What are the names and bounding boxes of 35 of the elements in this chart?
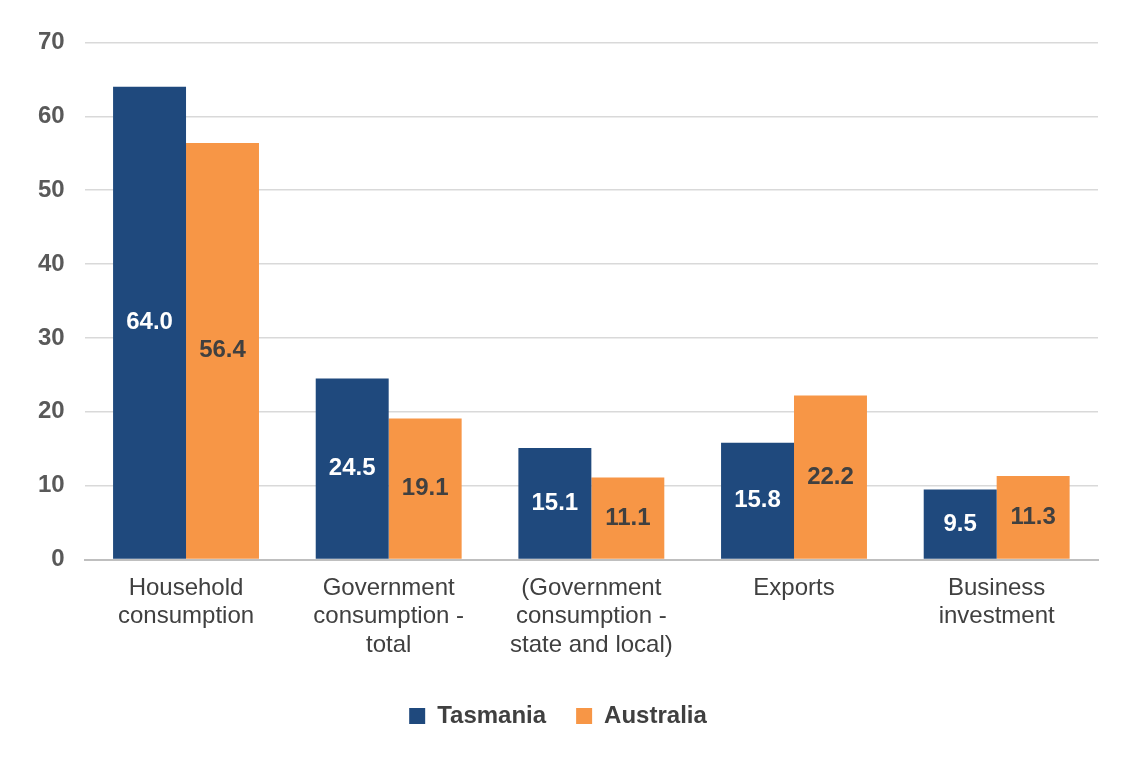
bar [923,489,997,559]
x-tick-label: (Government consumption - state and local) [509,572,673,658]
legend-label: Tasmania [437,700,547,728]
data-label: 24.5 [328,453,376,481]
y-tick-label: 30 [37,322,65,350]
y-tick-label: 20 [37,396,65,424]
bar [186,142,259,559]
y-tick-label: 70 [37,27,65,55]
y-tick-label: 10 [37,470,65,498]
data-label: 9.5 [943,508,977,536]
data-label: 15.8 [734,485,781,513]
x-tick-label: Exports [753,572,835,600]
bar [113,86,187,559]
x-tick-label: Household consumption [117,572,255,629]
bar [996,476,1070,559]
y-tick-label: 40 [37,248,65,276]
data-label: 64.0 [126,307,173,335]
legend-label: Australia [604,700,708,728]
data-label: 11.1 [605,502,651,530]
data-label: 56.4 [199,335,247,363]
y-tick-label: 0 [51,544,65,572]
data-label: 19.1 [401,473,449,501]
bar [388,418,462,559]
y-tick-label: 50 [37,174,65,202]
x-tick-label: Business investment [938,572,1056,629]
bar [794,395,867,559]
data-label: 11.3 [1010,502,1056,530]
x-tick-label: Government consumption - total [313,572,465,658]
data-label: 22.2 [807,461,854,489]
y-tick-label: 60 [37,100,65,128]
bar [721,442,795,559]
data-label: 15.1 [531,488,579,516]
bar [518,448,592,559]
bar [591,477,665,559]
bar [315,378,389,559]
